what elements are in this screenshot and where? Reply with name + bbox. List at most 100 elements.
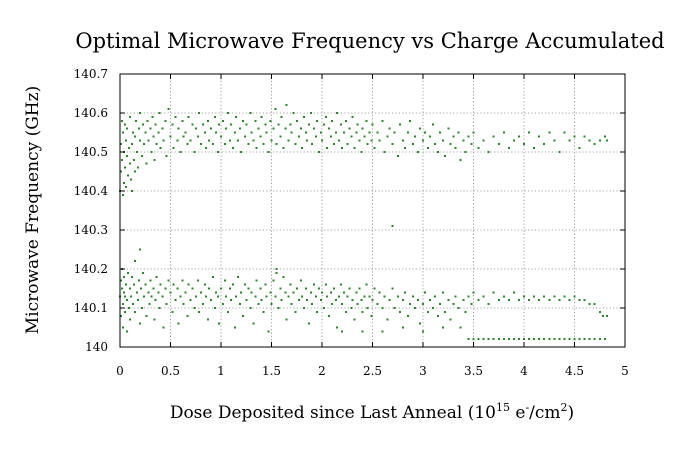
data-point-upper-band — [207, 139, 210, 142]
data-point-lower-band — [225, 295, 228, 298]
data-point-lower-band — [335, 299, 338, 302]
x-axis-label: Dose Deposited since Last Anneal (1015 e… — [170, 401, 574, 423]
data-point-upper-band — [366, 143, 369, 146]
data-point-upper-band — [358, 139, 361, 142]
data-point-lower-band — [371, 299, 374, 302]
data-point-upper-band — [391, 143, 394, 146]
data-point-lower-band — [181, 279, 184, 282]
data-point-lower-band — [348, 287, 351, 290]
data-point-low-outliers — [442, 326, 445, 329]
data-point-upper-band — [295, 119, 298, 122]
data-point-upper-band — [518, 135, 520, 138]
x-tick-label: 0 — [116, 364, 124, 378]
data-point-low-outliers — [467, 338, 470, 341]
data-point-upper-band — [218, 123, 220, 126]
data-point-upper-band — [167, 108, 170, 111]
data-point-upper-band — [335, 131, 338, 134]
data-point-upper-band — [151, 115, 154, 118]
data-point-lower-band — [213, 307, 216, 309]
data-point-lower-band — [300, 295, 303, 298]
data-point-lower-band — [356, 303, 359, 306]
data-point-lower-band — [442, 291, 445, 294]
data-point-upper-band — [225, 127, 228, 130]
data-point-lower-band — [252, 322, 255, 325]
data-point-lower-band — [239, 303, 242, 306]
y-tick-label: 140.5 — [74, 145, 108, 159]
data-point-upper-band — [391, 225, 394, 228]
data-point-upper-band — [237, 139, 240, 142]
data-point-lower-band — [338, 295, 341, 298]
data-point-upper-band — [439, 131, 442, 134]
data-point-lower-band — [289, 283, 292, 286]
data-point-upper-band — [360, 151, 363, 153]
data-point-lower-band — [470, 303, 473, 306]
data-point-lower-band — [318, 287, 320, 290]
data-point-upper-band — [187, 115, 190, 118]
data-point-upper-band — [467, 135, 470, 138]
y-axis-label: Microwave Frequency (GHz) — [23, 86, 43, 334]
data-point-lower-band — [292, 291, 295, 294]
x-tick-label: 0.5 — [161, 364, 180, 378]
data-point-upper-band — [383, 151, 386, 153]
data-point-lower-band — [411, 295, 414, 298]
data-point-lower-band — [330, 291, 333, 294]
data-point-upper-band — [199, 143, 202, 146]
data-point-upper-band — [325, 115, 327, 118]
data-point-upper-band — [197, 112, 200, 114]
data-point-upper-band — [462, 139, 465, 142]
data-point-lower-band — [127, 271, 130, 274]
data-point-low-outliers — [588, 338, 591, 341]
data-point-lower-band — [260, 299, 263, 302]
data-point-lower-band — [134, 260, 137, 263]
data-point-upper-band — [120, 170, 122, 173]
data-point-upper-band — [345, 119, 348, 122]
data-point-lower-band — [237, 275, 240, 278]
data-point-lower-band — [523, 295, 525, 298]
data-point-lower-band — [368, 295, 371, 298]
data-point-upper-band — [131, 143, 134, 146]
data-point-lower-band — [121, 287, 123, 290]
data-point-lower-band — [434, 295, 437, 298]
data-point-lower-band — [153, 318, 156, 321]
data-point-upper-band — [158, 112, 161, 114]
data-point-upper-band — [408, 119, 411, 122]
data-point-upper-band — [482, 139, 485, 142]
data-point-lower-band — [408, 303, 411, 306]
data-point-lower-band — [464, 310, 467, 313]
data-point-upper-band — [152, 135, 155, 138]
data-point-lower-band — [290, 303, 293, 306]
data-point-upper-band — [365, 119, 368, 122]
data-point-upper-band — [447, 127, 450, 130]
data-point-upper-band — [351, 115, 354, 118]
data-point-upper-band — [182, 135, 185, 138]
data-point-low-outliers — [568, 338, 571, 341]
data-point-lower-band — [167, 279, 170, 282]
data-point-lower-band — [229, 287, 232, 290]
data-point-upper-band — [279, 135, 282, 138]
data-point-upper-band — [401, 139, 404, 142]
data-point-lower-band — [444, 310, 447, 313]
data-point-lower-band — [528, 299, 530, 302]
y-tick-label: 140.2 — [74, 262, 108, 276]
data-point-lower-band — [132, 303, 135, 306]
data-point-upper-band — [605, 139, 608, 142]
data-point-upper-band — [355, 131, 358, 134]
data-point-lower-band — [247, 287, 250, 290]
data-point-upper-band — [150, 151, 153, 153]
data-point-lower-band — [224, 279, 226, 282]
data-point-lower-band — [194, 295, 197, 298]
axis-ticks — [119, 73, 626, 348]
data-point-lower-band — [297, 299, 300, 302]
data-point-upper-band — [289, 123, 292, 126]
data-point-upper-band — [149, 127, 152, 130]
data-point-upper-band — [294, 143, 297, 146]
data-point-lower-band — [209, 299, 212, 302]
data-point-low-outliers — [533, 338, 536, 341]
data-point-lower-band — [122, 326, 124, 329]
data-point-lower-band — [158, 307, 161, 309]
data-point-upper-band — [553, 139, 556, 142]
data-point-lower-band — [419, 322, 421, 325]
data-point-upper-band — [417, 151, 419, 153]
data-point-upper-band — [259, 135, 262, 138]
data-point-lower-band — [204, 295, 207, 298]
